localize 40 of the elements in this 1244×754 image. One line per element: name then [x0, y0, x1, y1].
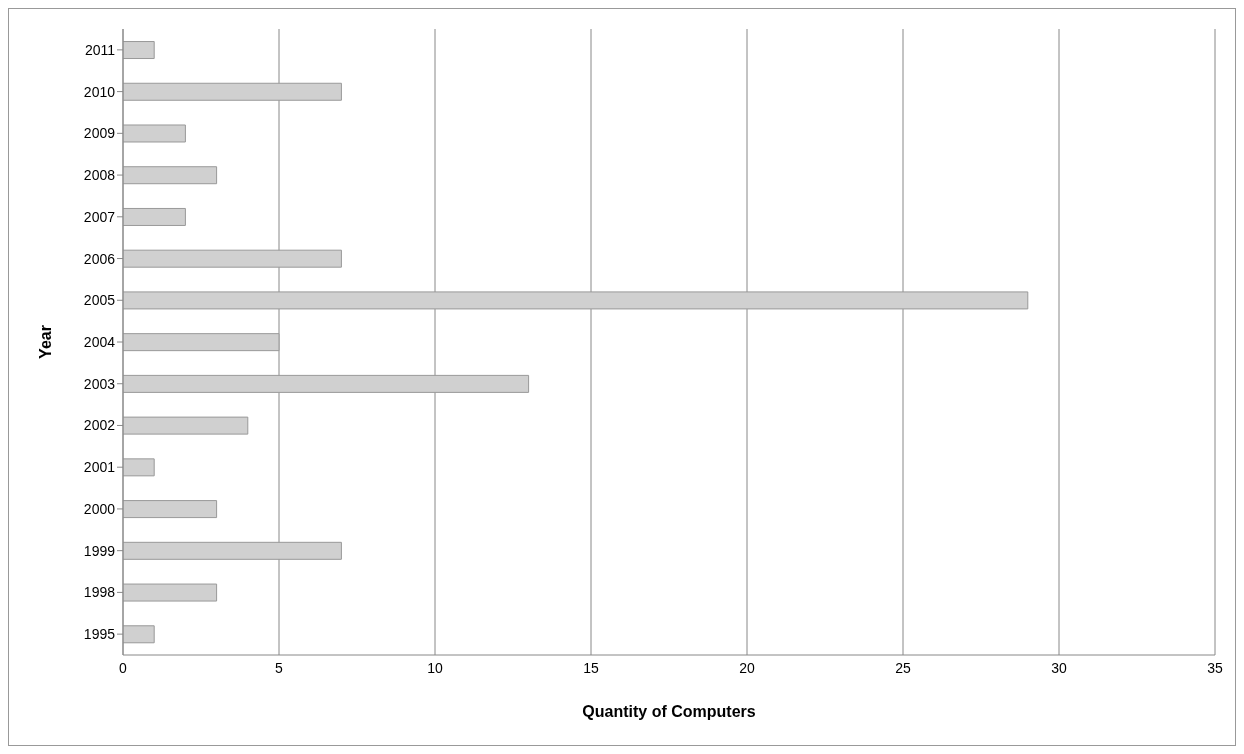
bar: [123, 541, 342, 560]
bar: [123, 500, 218, 519]
bar: [123, 41, 155, 60]
x-axis-title: Quantity of Computers: [582, 703, 756, 720]
y-axis-title: Year: [36, 325, 54, 359]
bar: [123, 166, 218, 185]
y-tick-label: 2007: [83, 208, 116, 225]
y-tick-label: 2003: [83, 375, 116, 392]
bar: [123, 291, 1029, 310]
bar: [123, 207, 186, 226]
y-tick-label: 2005: [83, 292, 116, 309]
y-tick-label: 1995: [83, 626, 116, 643]
y-tick-label: 1998: [83, 584, 116, 601]
bar: [123, 583, 218, 602]
y-tick-label: 2000: [83, 500, 116, 517]
x-tick-label: 20: [739, 659, 755, 676]
bar: [123, 458, 155, 477]
bar: [123, 124, 186, 143]
x-tick-label: 15: [583, 659, 599, 676]
x-tick-label: 35: [1207, 659, 1223, 676]
bar: [123, 82, 342, 101]
y-tick-label: 2008: [83, 167, 116, 184]
bar: [123, 374, 530, 393]
y-tick-label: 2011: [84, 41, 116, 58]
x-tick-label: 30: [1051, 659, 1067, 676]
y-tick-label: 2004: [83, 333, 116, 350]
y-tick-label: 2006: [83, 250, 116, 267]
y-tick-label: 1999: [83, 542, 116, 559]
y-tick-label: 2009: [83, 125, 116, 142]
x-tick-label: 10: [427, 659, 443, 676]
y-tick-label: 2010: [83, 83, 116, 100]
bar: [123, 249, 342, 268]
y-tick-label: 2002: [83, 417, 116, 434]
x-tick-label: 5: [275, 659, 284, 676]
bar: [123, 333, 280, 352]
bar: [123, 625, 155, 644]
x-tick-label: 25: [895, 659, 911, 676]
x-tick-label: 0: [119, 659, 128, 676]
bar: [123, 416, 249, 435]
y-tick-label: 2001: [83, 459, 116, 476]
